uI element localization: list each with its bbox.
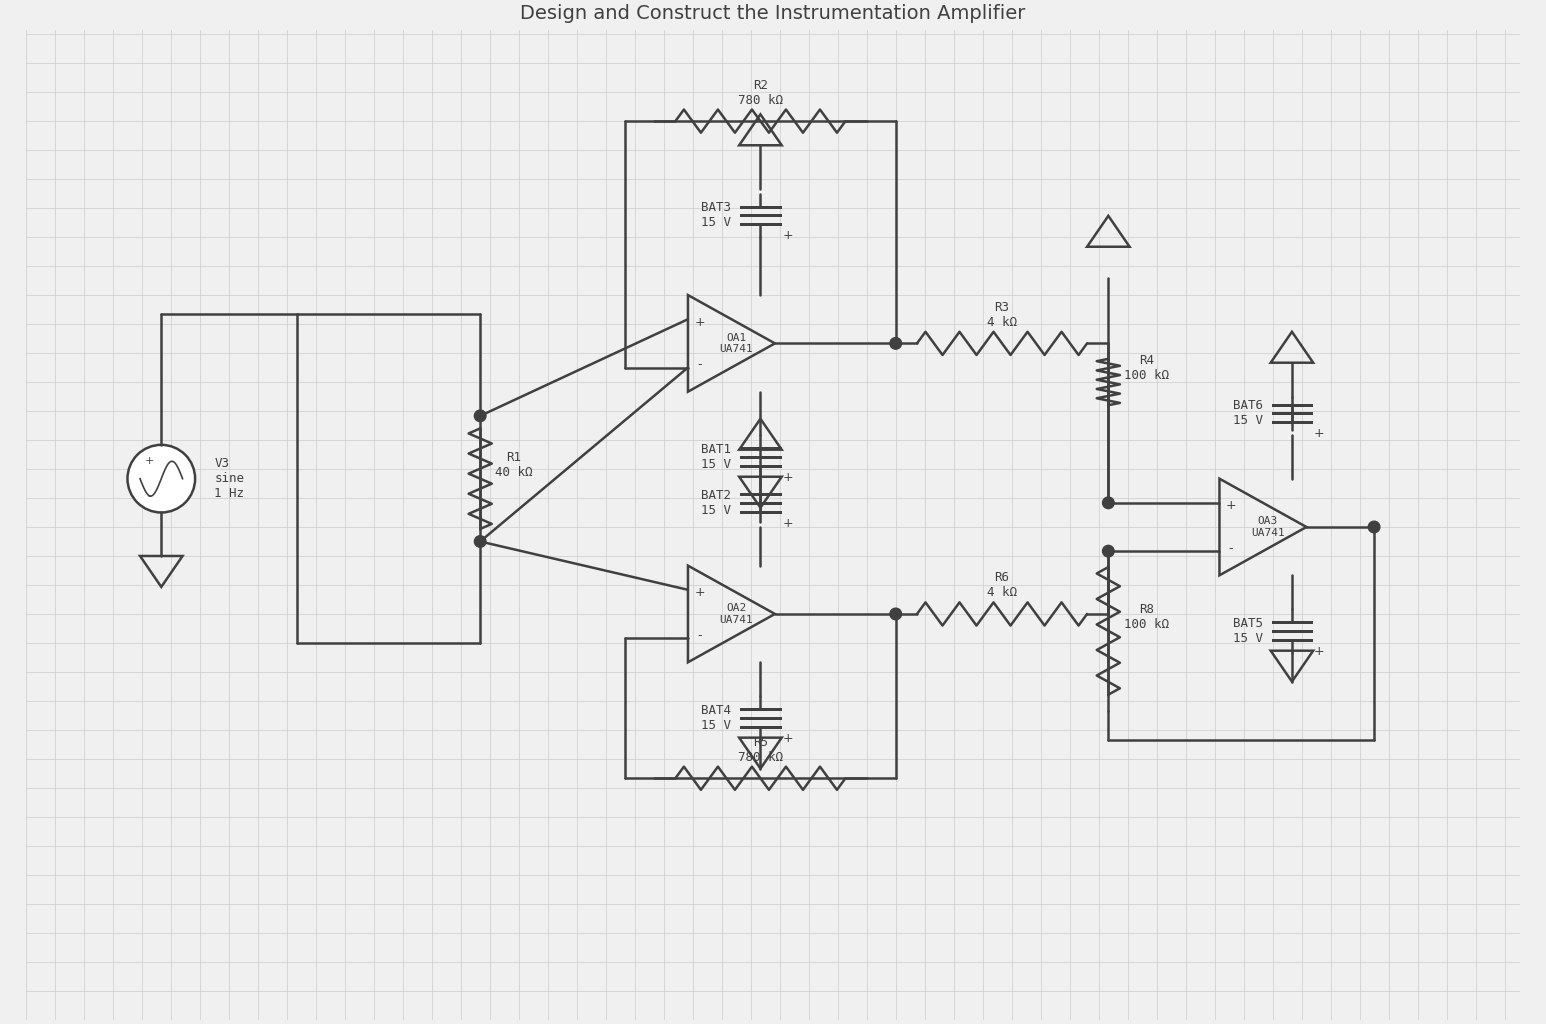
Text: +: +: [782, 471, 793, 483]
Text: -: -: [1229, 542, 1234, 555]
Circle shape: [890, 338, 901, 349]
Circle shape: [475, 536, 485, 547]
Text: R5
780 kΩ: R5 780 kΩ: [737, 736, 782, 764]
Circle shape: [1368, 521, 1381, 532]
Text: R3
4 kΩ: R3 4 kΩ: [986, 301, 1017, 329]
Text: +: +: [694, 315, 705, 329]
Text: V3
sine
1 Hz: V3 sine 1 Hz: [215, 457, 244, 500]
Text: +: +: [145, 457, 155, 466]
Text: BAT6
15 V: BAT6 15 V: [1234, 399, 1263, 427]
Circle shape: [1102, 497, 1115, 509]
Text: +: +: [782, 229, 793, 242]
Text: BAT3
15 V: BAT3 15 V: [702, 202, 731, 229]
Text: BAT4
15 V: BAT4 15 V: [702, 703, 731, 732]
Circle shape: [890, 608, 901, 620]
Text: +: +: [782, 731, 793, 744]
Text: R8
100 kΩ: R8 100 kΩ: [1124, 603, 1169, 631]
Text: +: +: [1226, 500, 1237, 512]
Text: R1
40 kΩ: R1 40 kΩ: [495, 451, 533, 478]
Text: +: +: [1314, 645, 1325, 657]
Text: OA3
UA741: OA3 UA741: [1251, 516, 1285, 538]
Text: BAT2
15 V: BAT2 15 V: [702, 488, 731, 517]
Text: +: +: [1314, 427, 1325, 440]
Text: -: -: [697, 358, 702, 371]
Text: -: -: [697, 629, 702, 642]
Text: +: +: [694, 586, 705, 599]
Circle shape: [127, 444, 195, 512]
Text: R4
100 kΩ: R4 100 kΩ: [1124, 354, 1169, 382]
Text: BAT1
15 V: BAT1 15 V: [702, 443, 731, 471]
Circle shape: [1102, 546, 1115, 557]
Text: BAT5
15 V: BAT5 15 V: [1234, 616, 1263, 645]
Text: R6
4 kΩ: R6 4 kΩ: [986, 571, 1017, 599]
Text: OA2
UA741: OA2 UA741: [719, 603, 753, 625]
Text: R2
780 kΩ: R2 780 kΩ: [737, 79, 782, 106]
Title: Design and Construct the Instrumentation Amplifier: Design and Construct the Instrumentation…: [521, 4, 1025, 24]
Circle shape: [475, 410, 485, 422]
Text: OA1
UA741: OA1 UA741: [719, 333, 753, 354]
Text: -: -: [148, 492, 152, 501]
Text: +: +: [782, 517, 793, 529]
